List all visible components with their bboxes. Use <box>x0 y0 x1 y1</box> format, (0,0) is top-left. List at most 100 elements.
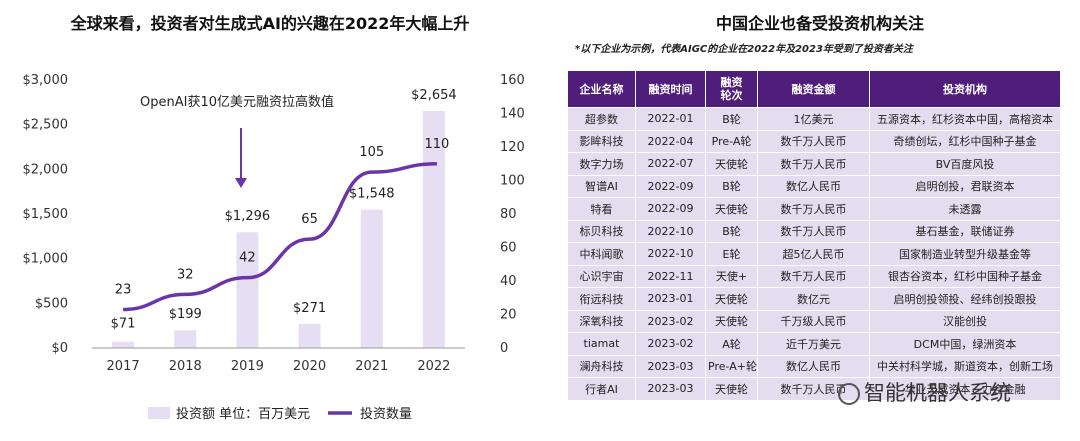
table-row: 特看 2022-09 天使轮 数千万人民币 未透露 <box>567 197 1061 221</box>
chart-title: 全球来看，投资者对生成式AI的兴趣在2022年大幅上升 <box>70 14 470 33</box>
table-cell: 2022-09 <box>635 174 706 198</box>
arrow-down-icon <box>235 178 247 188</box>
table-body: 超参数 2022-01 B轮 1亿美元 五源资本，红杉资本中国，高榕资本 影眸科技 2022… <box>567 107 1061 401</box>
table-cell: 天使轮 <box>705 197 758 221</box>
x-tick-label: 2022 <box>417 359 450 374</box>
bar-label: $1,296 <box>225 209 271 224</box>
legend-line-label: 投资数量 <box>360 406 412 422</box>
y-left-tick-label: $500 <box>35 296 68 311</box>
line-label: 32 <box>177 267 194 282</box>
table-title: 中国企业也备受投资机构关注 <box>715 14 924 33</box>
y-right-tick-label: 80 <box>500 207 517 222</box>
table-cell: 2023-02 <box>635 309 706 333</box>
left-axis: $0 $500 $1,000 $1,500 $2,000 $2,500 $3,000 <box>23 73 69 356</box>
table-cell: 五源资本，红杉资本中国，高榕资本 <box>869 107 1061 131</box>
line-series: 23 32 42 65 105 110 <box>115 137 450 312</box>
table-header-cell: 融资时间 <box>635 70 706 108</box>
table-cell: 数千万人民币 <box>757 129 870 153</box>
y-left-tick-label: $3,000 <box>23 73 69 88</box>
y-right-tick-label: 0 <box>500 341 508 356</box>
table-cell: 天使轮 <box>705 377 758 401</box>
x-tick-label: 2019 <box>231 359 264 374</box>
y-right-tick-label: 60 <box>500 241 517 256</box>
y-right-tick-label: 160 <box>500 73 525 88</box>
watermark-text: 智能机器人系统 <box>864 381 1011 405</box>
line-label: 65 <box>301 212 318 227</box>
table-header-cell: 融资 轮次 <box>705 70 758 108</box>
line-path <box>123 162 437 312</box>
table-cell: B轮 <box>705 219 758 243</box>
table-cell: 特看 <box>567 197 636 221</box>
table-header-cell: 企业名称 <box>567 70 636 108</box>
table-cell: 天使轮 <box>705 287 758 311</box>
table-cell: 基石基金，联储证券 <box>869 219 1061 243</box>
table-cell: A轮 <box>705 332 758 356</box>
table-cell: 数千万人民币 <box>757 264 870 288</box>
line-label: 110 <box>425 137 450 152</box>
table-cell: 数亿人民币 <box>757 354 870 378</box>
x-tick-label: 2021 <box>355 359 388 374</box>
bar-series: $71 $199 $1,296 $271 $1,548 $2,654 <box>111 88 457 348</box>
table-cell: 标贝科技 <box>567 219 636 243</box>
bar-label: $2,654 <box>411 88 457 103</box>
table-cell: 华业天成资本，力合金融 <box>869 377 1061 401</box>
table-cell: 国家制造业转型升级基金等 <box>869 242 1061 266</box>
table-cell: 启明创投领投、经纬创投跟投 <box>869 287 1061 311</box>
y-right-tick-label: 120 <box>500 140 525 155</box>
table-cell: Pre-A轮 <box>705 129 758 153</box>
y-right-tick-label: 100 <box>500 174 525 189</box>
table-cell: 衔远科技 <box>567 287 636 311</box>
table-cell: 天使轮 <box>705 152 758 176</box>
table-cell: 2023-03 <box>635 377 706 401</box>
table-cell: 奇绩创坛，红杉中国种子基金 <box>869 129 1061 153</box>
table-cell: 未透露 <box>869 197 1061 221</box>
table-cell: 数千万人民币 <box>757 197 870 221</box>
table-cell: 影眸科技 <box>567 129 636 153</box>
table-cell: 启明创投，君联资本 <box>869 174 1061 198</box>
table-cell: 中科闻歌 <box>567 242 636 266</box>
x-tick-label: 2017 <box>107 359 140 374</box>
annotation: OpenAI获10亿美元融资拉高数值 <box>140 94 334 188</box>
right-axis: 0 20 40 60 80 100 120 140 160 <box>500 73 525 356</box>
wechat-icon <box>838 383 860 405</box>
bar-2018 <box>174 330 197 348</box>
bar-label: $1,548 <box>349 187 395 202</box>
table-cell: 天使+ <box>705 264 758 288</box>
table-cell: 2022-11 <box>635 264 706 288</box>
table-row: 超参数 2022-01 B轮 1亿美元 五源资本，红杉资本中国，高榕资本 <box>567 107 1061 131</box>
table-cell: tiamat <box>567 332 636 356</box>
table-cell: 深氧科技 <box>567 309 636 333</box>
table-cell: 2023-02 <box>635 332 706 356</box>
table-row: tiamat 2023-02 A轮 近千万美元 DCM中国，绿洲资本 <box>567 332 1061 356</box>
y-left-tick-label: $0 <box>51 341 68 356</box>
line-label: 23 <box>115 282 132 297</box>
line-label: 42 <box>239 251 256 266</box>
table-cell: B轮 <box>705 174 758 198</box>
table-row: 澜舟科技 2023-03 Pre-A+轮 数亿人民币 中关村科学城，斯道资本，创新工场 <box>567 354 1061 378</box>
table-cell: 超参数 <box>567 107 636 131</box>
table-cell: 2022-10 <box>635 242 706 266</box>
legend-bar-label: 投资额 单位：百万美元 <box>176 406 310 422</box>
table-cell: B轮 <box>705 107 758 131</box>
table-cell: 中关村科学城，斯道资本，创新工场 <box>869 354 1061 378</box>
bar-2020 <box>298 323 321 348</box>
table-cell: 心识宇宙 <box>567 264 636 288</box>
table-cell: 银杏谷资本，红杉中国种子基金 <box>869 264 1061 288</box>
table-cell: 2022-04 <box>635 129 706 153</box>
table-cell: 1亿美元 <box>757 107 870 131</box>
investment-table: 企业名称 融资时间 融资 轮次 融资金额 投资机构 超参数 2022-01 B轮 1亿美元 五源资… <box>567 70 1061 401</box>
y-left-tick-label: $1,000 <box>23 252 69 267</box>
table-header-row: 企业名称 融资时间 融资 轮次 融资金额 投资机构 <box>567 70 1061 108</box>
table-cell: 数亿元 <box>757 287 870 311</box>
table-header-cell: 融资金额 <box>757 70 870 108</box>
watermark: 智能机器人系统 <box>838 377 1011 407</box>
table-cell: 数千万人民币 <box>757 219 870 243</box>
table-cell: 超5亿人民币 <box>757 242 870 266</box>
table-cell: 智谱AI <box>567 174 636 198</box>
table-cell: BV百度风投 <box>869 152 1061 176</box>
table-cell: 汉能创投 <box>869 309 1061 333</box>
table-cell: 2022-10 <box>635 219 706 243</box>
table-cell: 千万级人民币 <box>757 309 870 333</box>
table-cell: DCM中国，绿洲资本 <box>869 332 1061 356</box>
annotation-text: OpenAI获10亿美元融资拉高数值 <box>140 94 334 110</box>
